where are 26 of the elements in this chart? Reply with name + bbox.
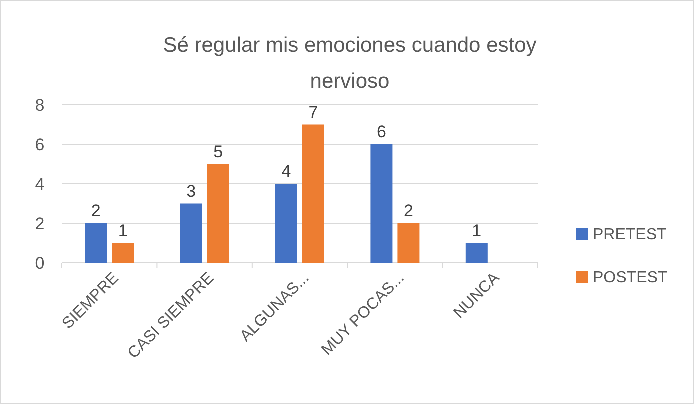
bar [112,243,134,263]
chart-title: Sé regular mis emociones cuando estoy nervioso [163,34,538,93]
data-label: 4 [282,162,292,181]
data-label: 2 [404,202,414,220]
bar [302,124,324,263]
bar [370,144,393,263]
data-label: 3 [186,182,196,201]
bar [207,164,230,263]
bar [466,243,488,263]
bar [276,184,298,263]
y-tick-label: 8 [35,96,45,115]
legend-label: PRETEST [593,226,668,244]
bar [180,204,202,263]
data-label: 5 [214,142,224,162]
data-label: 1 [472,221,482,240]
bar [398,224,420,263]
y-tick-label: 2 [35,214,45,234]
data-label: 2 [91,202,101,220]
y-tick-label: 4 [35,174,45,194]
y-tick-label: 6 [35,135,45,154]
bar [85,224,108,263]
data-label: 7 [308,102,318,122]
data-label: 6 [376,122,386,142]
data-label: 1 [118,221,128,240]
y-tick-label: 0 [35,254,45,273]
legend-label: POSTEST [593,270,668,287]
